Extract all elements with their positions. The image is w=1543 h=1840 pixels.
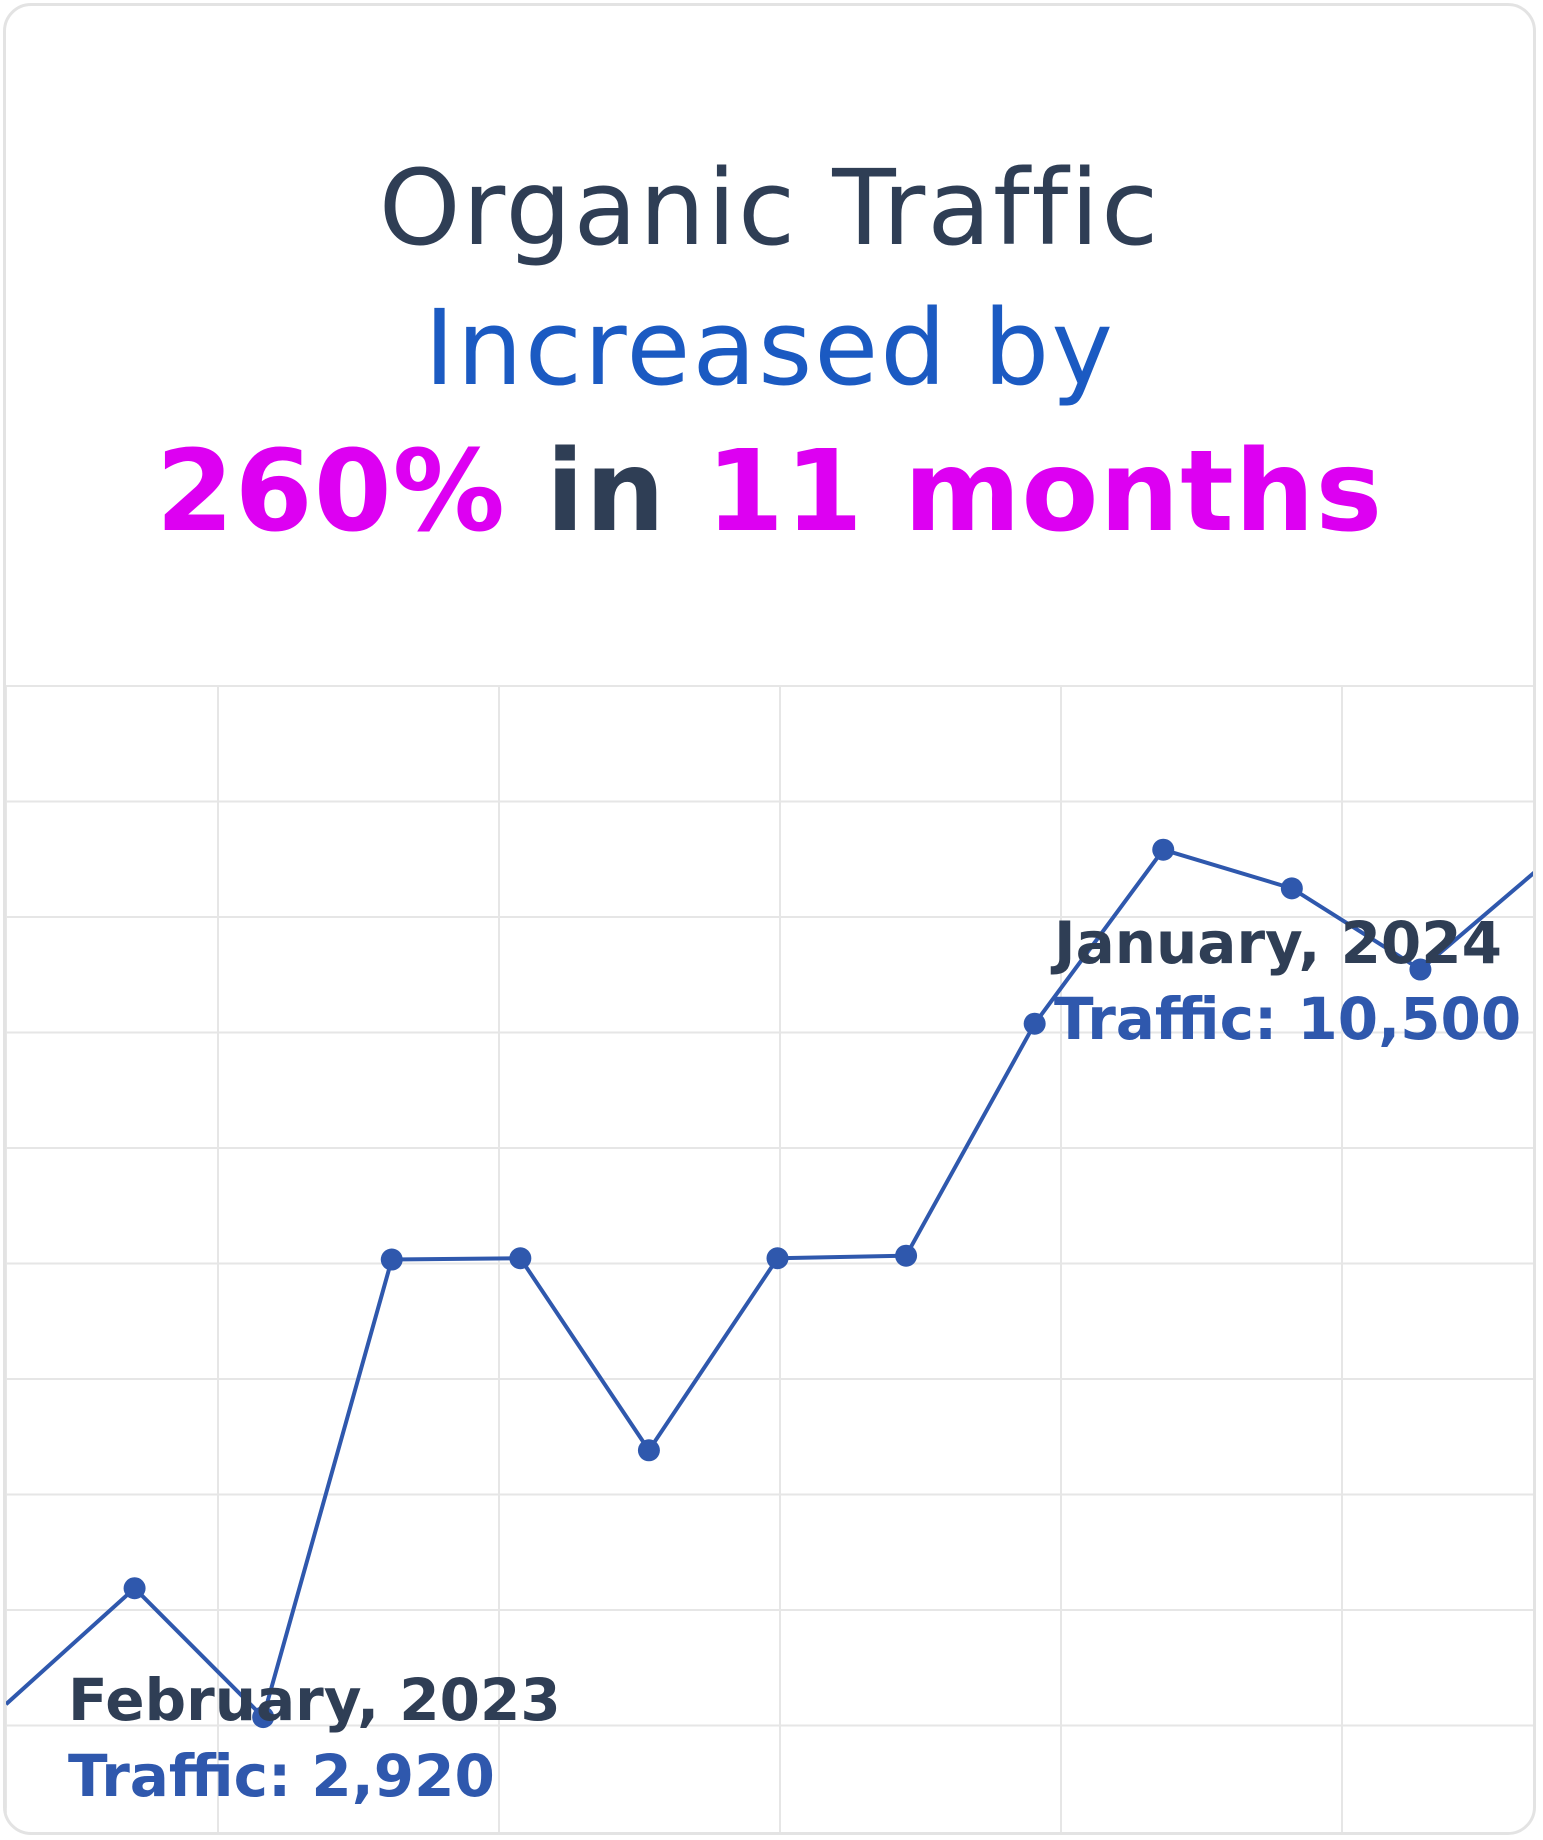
data-point [1152,838,1175,861]
headline-line-3: 260% in 11 months [6,436,1533,548]
end-month-label: January, 2024 [1054,909,1502,977]
traffic-series [6,838,1533,1729]
data-point [1280,877,1303,900]
chart-card: Organic Traffic Increased by 260% in 11 … [3,3,1536,1835]
data-point [637,1439,660,1462]
data-point [1023,1012,1046,1035]
headline-connector: in [545,427,666,557]
start-point-callout: February, 2023 Traffic: 2,920 [68,1671,561,1805]
data-point [895,1244,918,1267]
data-point [380,1248,403,1271]
data-point [509,1247,532,1270]
end-traffic-label: Traffic: 10,500 [1054,985,1522,1053]
start-month-label: February, 2023 [68,1666,561,1734]
data-point [123,1577,146,1600]
data-point [1409,958,1432,981]
traffic-line-chart [6,685,1533,1832]
headline-line-1: Organic Traffic [378,147,1161,269]
growth-percent: 260% [155,427,506,557]
data-point [766,1247,789,1270]
headline-line-2: Increased by [424,287,1115,409]
headline: Organic Traffic Increased by 260% in 11 … [6,156,1533,548]
start-traffic-label: Traffic: 2,920 [68,1742,495,1810]
data-point [252,1706,275,1729]
growth-period: 11 months [705,427,1384,557]
end-point-callout: January, 2024 Traffic: 10,500 [1054,914,1521,1048]
